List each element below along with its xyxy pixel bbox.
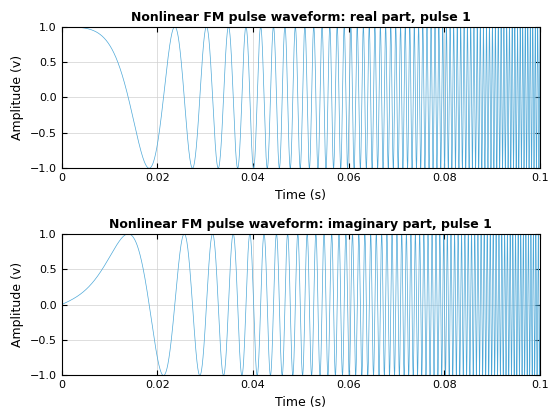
X-axis label: Time (s): Time (s) [276,189,326,202]
Y-axis label: Amplitude (v): Amplitude (v) [11,262,24,347]
Title: Nonlinear FM pulse waveform: imaginary part, pulse 1: Nonlinear FM pulse waveform: imaginary p… [109,218,492,231]
Title: Nonlinear FM pulse waveform: real part, pulse 1: Nonlinear FM pulse waveform: real part, … [131,11,471,24]
X-axis label: Time (s): Time (s) [276,396,326,409]
Y-axis label: Amplitude (v): Amplitude (v) [11,55,24,140]
